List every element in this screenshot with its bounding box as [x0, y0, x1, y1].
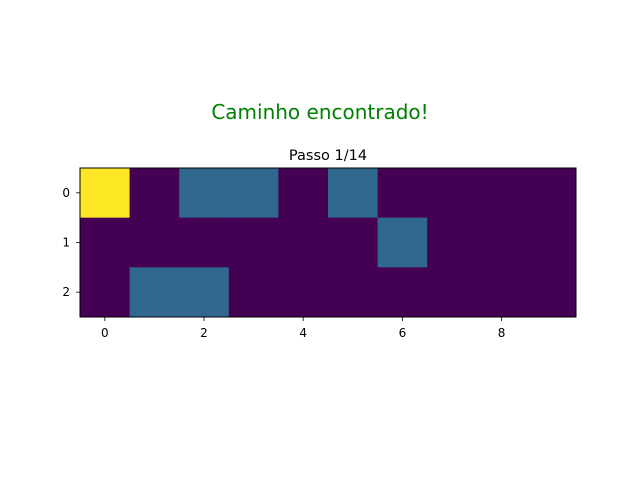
y-tick-label: 1	[62, 236, 70, 250]
heatmap-cell-r0-c0	[80, 168, 131, 219]
heatmap-cell-r2-c7	[427, 267, 478, 318]
x-tick-label: 0	[101, 326, 109, 340]
heatmap-cell-r0-c2	[179, 168, 230, 219]
heatmap-cell-r0-c3	[228, 168, 279, 219]
heatmap-cell-r0-c7	[427, 168, 478, 219]
figure-suptitle: Caminho encontrado!	[211, 100, 429, 124]
heatmap-cell-r2-c5	[328, 267, 379, 318]
x-tick-label: 8	[498, 326, 506, 340]
heatmap-cell-r0-c1	[129, 168, 180, 219]
heatmap-cell-r0-c6	[377, 168, 428, 219]
heatmap-cell-r2-c6	[377, 267, 428, 318]
heatmap-cell-r1-c1	[129, 217, 180, 268]
y-axis: 0 1 2	[62, 186, 80, 299]
axes-title: Passo 1/14	[289, 148, 367, 164]
x-tick-label: 4	[299, 326, 307, 340]
heatmap-cell-r1-c8	[476, 217, 527, 268]
heatmap-cell-r1-c4	[278, 217, 329, 268]
heatmap-cell-r2-c1	[129, 267, 180, 318]
y-tick-label: 2	[62, 285, 70, 299]
x-tick-label: 2	[200, 326, 208, 340]
heatmap-cell-r2-c9	[526, 267, 577, 318]
heatmap-cell-r0-c5	[328, 168, 379, 219]
heatmap-cell-r1-c7	[427, 217, 478, 268]
heatmap-cell-r2-c2	[179, 267, 230, 318]
heatmap-cell-r1-c3	[228, 217, 279, 268]
x-tick-label: 6	[399, 326, 407, 340]
heatmap-cell-r0-c9	[526, 168, 577, 219]
heatmap-cell-r1-c0	[80, 217, 131, 268]
heatmap-cell-r1-c6	[377, 217, 428, 268]
heatmap-cell-r1-c2	[179, 217, 230, 268]
x-axis: 0 2 4 6 8	[101, 317, 505, 340]
heatmap-cell-r2-c4	[278, 267, 329, 318]
y-tick-label: 0	[62, 186, 70, 200]
heatmap-cell-r2-c3	[228, 267, 279, 318]
heatmap-cell-r2-c0	[80, 267, 131, 318]
heatmap-cell-r1-c9	[526, 217, 577, 268]
heatmap-cell-r1-c5	[328, 217, 379, 268]
heatmap-cell-r2-c8	[476, 267, 527, 318]
heatmap-cells	[80, 168, 577, 318]
heatmap-cell-r0-c4	[278, 168, 329, 219]
heatmap-cell-r0-c8	[476, 168, 527, 219]
